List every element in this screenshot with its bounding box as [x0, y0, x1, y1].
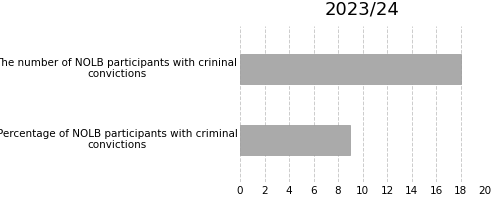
Bar — [240, 125, 350, 155]
Text: Percentage of NOLB participants with criminal
convictions: Percentage of NOLB participants with cri… — [0, 129, 238, 150]
Text: The number of NOLB participants with crininal
convictions: The number of NOLB participants with cri… — [0, 58, 238, 79]
Bar — [240, 54, 460, 84]
Title: 2023/24: 2023/24 — [325, 1, 400, 19]
